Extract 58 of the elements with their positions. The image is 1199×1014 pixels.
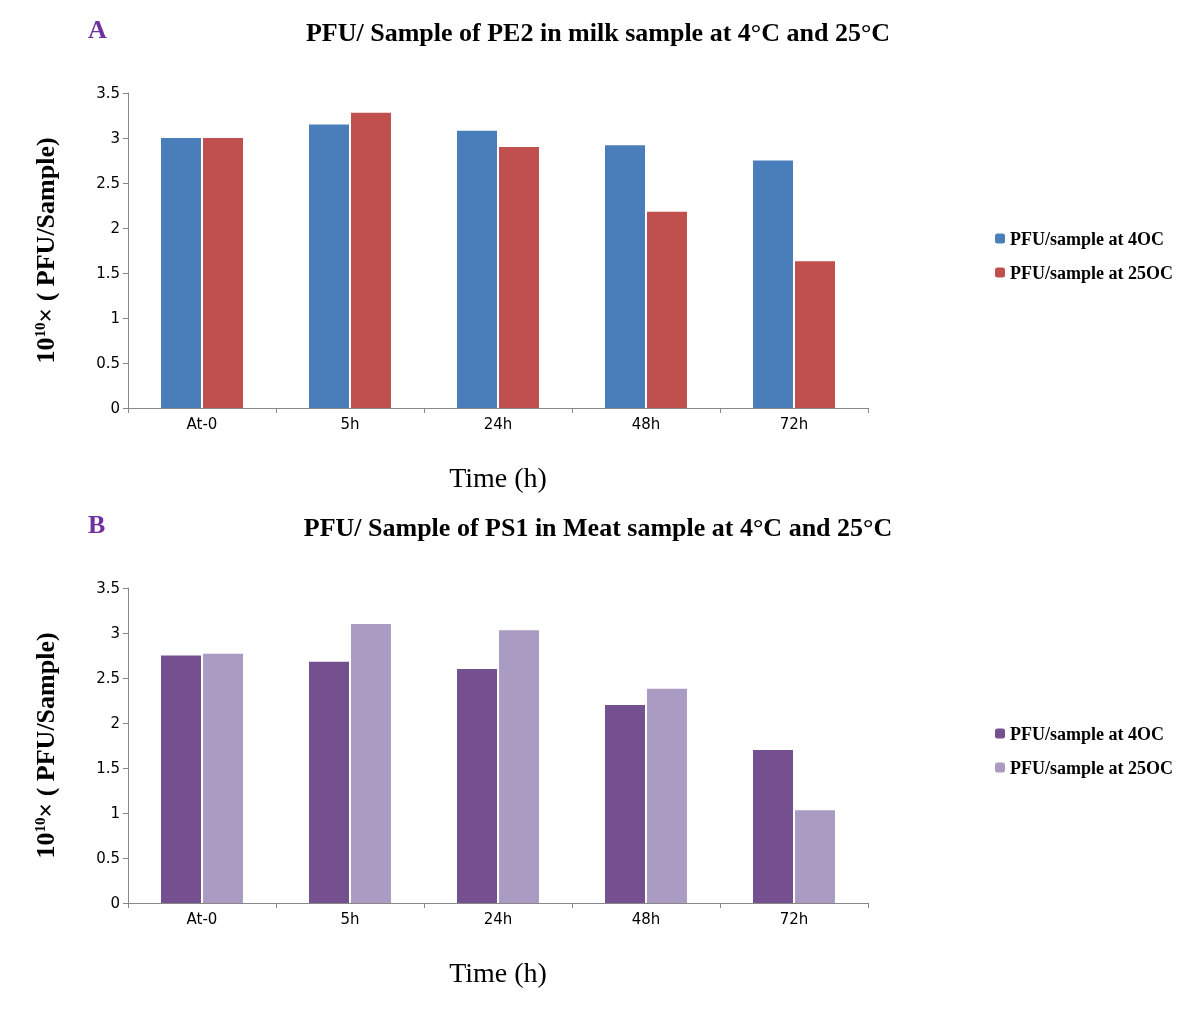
bar: [647, 688, 687, 903]
text: B: [88, 509, 106, 539]
y-axis-title: 1010× ( PFU/Sample): [30, 632, 60, 859]
bar: [647, 211, 687, 408]
y-tick-label: 3: [110, 129, 120, 147]
bar: [753, 160, 793, 408]
bar: [753, 750, 793, 903]
y-tick-label: 0.5: [96, 354, 120, 372]
legend-label: PFU/sample at 25OC: [1010, 757, 1173, 778]
text: A: [88, 14, 107, 44]
y-tick-label: 1.5: [96, 759, 120, 777]
bar: [457, 130, 497, 408]
x-tick-label: At-0: [186, 909, 218, 928]
bar: [795, 261, 835, 408]
chart-title: PFU/ Sample of PE2 in milk sample at 4°C and 25°C: [305, 17, 891, 47]
chart-title: PFU/ Sample of PS1 in Meat sample at 4°C and 25°C: [303, 512, 893, 542]
x-tick-label: 72h: [779, 414, 809, 433]
x-axis-title: Time (h): [449, 461, 547, 493]
bar: [203, 653, 243, 903]
x-axis-title: Time (h): [449, 956, 547, 988]
bar: [161, 138, 201, 408]
y-tick-label: 1: [110, 309, 120, 327]
legend-label: PFU/sample at 4OC: [1010, 228, 1164, 249]
bar: [605, 145, 645, 408]
x-tick-label: 72h: [779, 909, 809, 928]
bar: [351, 112, 391, 408]
bar: [457, 669, 497, 903]
x-tick-label: 24h: [483, 414, 513, 433]
y-tick-label: 3.5: [96, 579, 120, 597]
y-tick-label: 2: [110, 219, 120, 237]
y-tick-label: 2: [110, 714, 120, 732]
bar: [605, 705, 645, 903]
bar: [203, 138, 243, 408]
x-tick-label: At-0: [186, 414, 218, 433]
y-tick-label: 3: [110, 624, 120, 642]
y-tick-label: 0: [110, 894, 120, 912]
legend-label: PFU/sample at 4OC: [1010, 723, 1164, 744]
y-tick-label: 1: [110, 804, 120, 822]
y-tick-label: 3.5: [96, 84, 120, 102]
bar: [795, 810, 835, 903]
y-axis-title: 1010× ( PFU/Sample): [30, 137, 60, 364]
x-tick-label: 48h: [631, 414, 661, 433]
bar: [499, 147, 539, 408]
legend-label: PFU/sample at 25OC: [1010, 262, 1173, 283]
y-tick-label: 0: [110, 399, 120, 417]
x-tick-label: 24h: [483, 909, 513, 928]
bar: [499, 630, 539, 903]
y-tick-label: 2.5: [96, 174, 120, 192]
bar: [309, 661, 349, 903]
x-tick-label: 5h: [340, 909, 360, 928]
bar: [351, 624, 391, 903]
x-tick-label: 48h: [631, 909, 661, 928]
y-tick-label: 0.5: [96, 849, 120, 867]
bar: [161, 655, 201, 903]
y-tick-label: 2.5: [96, 669, 120, 687]
x-tick-label: 5h: [340, 414, 360, 433]
y-tick-label: 1.5: [96, 264, 120, 282]
bar: [309, 124, 349, 408]
